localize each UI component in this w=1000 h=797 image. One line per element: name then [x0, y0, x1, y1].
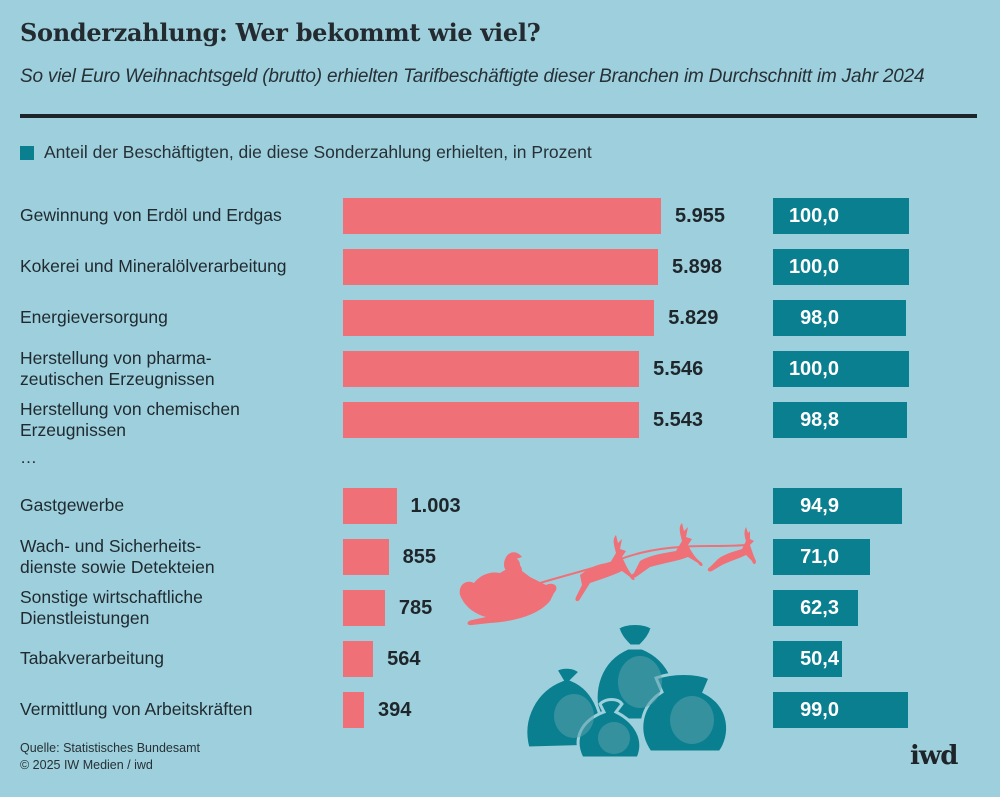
category-label-line: Herstellung von pharma- — [20, 348, 212, 368]
iwd-logo: iwd — [910, 741, 958, 771]
euro-bar — [343, 351, 640, 387]
header-divider — [20, 114, 977, 118]
reins — [539, 544, 747, 584]
euro-value-label: 5.898 — [671, 256, 723, 278]
category-label: Energieversorgung — [20, 307, 168, 328]
money-bags-illustration — [524, 622, 730, 760]
euro-bar — [343, 590, 385, 626]
share-value-label: 98,8 — [800, 409, 839, 431]
euro-bar — [343, 692, 365, 728]
category-label: Herstellung von chemischen Erzeugnissen — [20, 399, 240, 441]
category-label-line: Erzeugnissen — [20, 420, 127, 440]
category-label-line: Sonstige wirtschaftliche — [20, 587, 203, 607]
euro-value-label: 394 — [378, 699, 412, 721]
bag-highlight — [554, 694, 594, 738]
share-bar — [773, 488, 903, 524]
share-value-label: 100,0 — [788, 256, 839, 278]
euro-value-label: 785 — [398, 597, 433, 619]
euro-value-label: 5.829 — [668, 307, 719, 329]
category-label-line: Kokerei und Mineralölverarbeitung — [20, 256, 287, 276]
share-bar — [773, 692, 908, 728]
category-label-line: Wach- und Sicherheits- — [20, 536, 202, 556]
share-value-label: 94,9 — [800, 495, 839, 517]
santa-hat — [504, 552, 522, 563]
euro-bar — [343, 300, 655, 336]
euro-bar — [343, 198, 661, 234]
euro-value-label: 855 — [402, 546, 437, 568]
share-value-label: 50,4 — [800, 648, 839, 670]
euro-value-label: 1.003 — [410, 495, 461, 517]
category-label-line: Tabakverarbeitung — [20, 648, 164, 668]
legend: Anteil der Beschäftigten, die diese Sond… — [20, 142, 592, 163]
category-label: Gastgewerbe — [20, 495, 124, 516]
category-label: Sonstige wirtschaftliche Dienstleistungen — [20, 587, 203, 629]
share-bar — [773, 402, 908, 438]
category-label: Kokerei und Mineralölverarbeitung — [20, 256, 287, 277]
copyright-text: © 2025 IW Medien / iwd — [20, 758, 153, 772]
legend-label: Anteil der Beschäftigten, die diese Sond… — [44, 142, 592, 162]
category-label: Gewinnung von Erdöl und Erdgas — [20, 205, 282, 226]
euro-bar — [343, 402, 639, 438]
source-text: Quelle: Statistisches Bundesamt — [20, 741, 200, 755]
sleigh-shape — [459, 563, 557, 626]
share-bar — [773, 351, 909, 387]
reindeer-2 — [631, 523, 703, 578]
chart-title: Sonderzahlung: Wer bekommt wie viel? — [20, 18, 541, 47]
share-value-label: 99,0 — [800, 699, 839, 721]
share-bar — [773, 641, 842, 677]
euro-value-label: 564 — [387, 648, 421, 670]
category-label-line: Gewinnung von Erdöl und Erdgas — [20, 205, 282, 225]
share-bar — [773, 590, 858, 626]
share-value-label: 71,0 — [800, 546, 839, 568]
category-label: Vermittlung von Arbeitskräften — [20, 699, 252, 720]
share-bar — [773, 300, 907, 336]
euro-bar — [343, 539, 389, 575]
share-value-label: 62,3 — [800, 597, 839, 619]
source-note: Quelle: Statistisches Bundesamt © 2025 I… — [20, 740, 200, 774]
category-label: Wach- und Sicherheits-dienste sowie Dete… — [20, 536, 215, 578]
share-value-label: 100,0 — [788, 358, 839, 380]
legend-swatch — [20, 145, 34, 160]
category-label: Herstellung von pharma-zeutischen Erzeug… — [20, 348, 215, 390]
reindeer-1 — [575, 535, 635, 602]
reindeer-3 — [707, 527, 756, 572]
category-label-line: Energieversorgung — [20, 307, 168, 327]
category-label-line: Herstellung von chemischen — [20, 399, 240, 419]
euro-value-label: 5.543 — [652, 409, 704, 431]
chart-subtitle: So viel Euro Weihnachtsgeld (brutto) erh… — [20, 66, 925, 87]
bag-highlight — [670, 696, 714, 744]
euro-value-label: 5.955 — [675, 205, 726, 227]
category-label-line: zeutischen Erzeugnissen — [20, 369, 215, 389]
santa-sleigh-illustration — [459, 523, 756, 626]
share-bar — [773, 539, 870, 575]
euro-bar — [343, 249, 658, 285]
bag-highlight — [618, 656, 662, 708]
category-label-line: Gastgewerbe — [20, 495, 125, 515]
category-label-line: dienste sowie Detekteien — [20, 557, 215, 577]
euro-value-label: 5.546 — [653, 358, 704, 380]
omitted-rows-ellipsis: … — [20, 448, 37, 467]
euro-bar — [343, 488, 397, 524]
share-value-label: 100,0 — [788, 205, 839, 227]
category-label: Tabakverarbeitung — [20, 648, 164, 669]
share-bar — [773, 198, 909, 234]
category-label-line: Vermittlung von Arbeitskräften — [20, 699, 253, 719]
bag-highlight — [598, 722, 630, 754]
share-value-label: 98,0 — [800, 307, 839, 329]
category-label-line: Dienstleistungen — [20, 608, 150, 628]
euro-bar — [343, 641, 374, 677]
share-bar — [773, 249, 909, 285]
